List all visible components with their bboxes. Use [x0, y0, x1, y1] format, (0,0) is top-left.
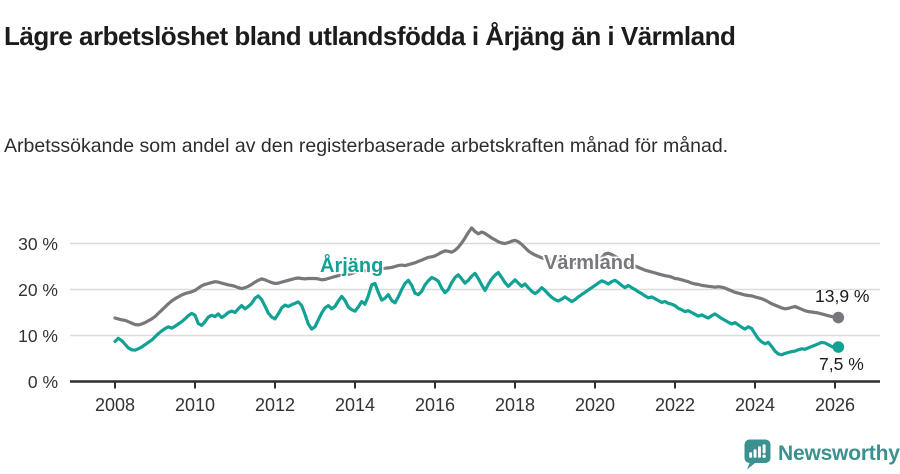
y-tick-label: 0 %	[27, 371, 58, 392]
x-tick-label: 2010	[174, 395, 216, 415]
series-label-varmland: Värmland	[544, 252, 636, 274]
y-tick-label: 10 %	[18, 325, 58, 346]
x-tick-label: 2026	[814, 395, 856, 415]
series-line-varmland	[113, 226, 840, 327]
end-value-label-arjang: 7,5 %	[819, 354, 864, 374]
end-value-label-varmland: 13,9 %	[815, 286, 870, 306]
chart-subtitle: Arbetssökande som andel av den registerb…	[4, 134, 729, 157]
x-tick-label: 2012	[254, 395, 296, 415]
newsworthy-logo-icon	[744, 439, 771, 469]
x-tick-label: 2016	[414, 395, 456, 415]
x-tick-label: 2018	[494, 395, 536, 415]
end-dot-arjang	[832, 341, 845, 353]
y-tick-label: 30 %	[18, 233, 58, 254]
page-title: Lägre arbetslöshet bland utlandsfödda i …	[4, 21, 736, 52]
series-line-arjang	[113, 270, 840, 357]
newsworthy-branding: Newsworthy	[744, 438, 900, 470]
x-tick-label: 2024	[734, 395, 776, 415]
x-tick-label: 2022	[654, 395, 696, 415]
logo-bubble	[744, 439, 771, 469]
y-tick-label: 20 %	[18, 279, 58, 300]
end-dot-varmland	[832, 311, 845, 324]
x-tick-label: 2020	[574, 395, 616, 415]
series-label-arjang: Årjäng	[320, 255, 384, 277]
brand-name: Newsworthy	[778, 442, 900, 465]
x-tick-label: 2014	[334, 395, 376, 415]
x-tick-label: 2008	[94, 395, 136, 415]
